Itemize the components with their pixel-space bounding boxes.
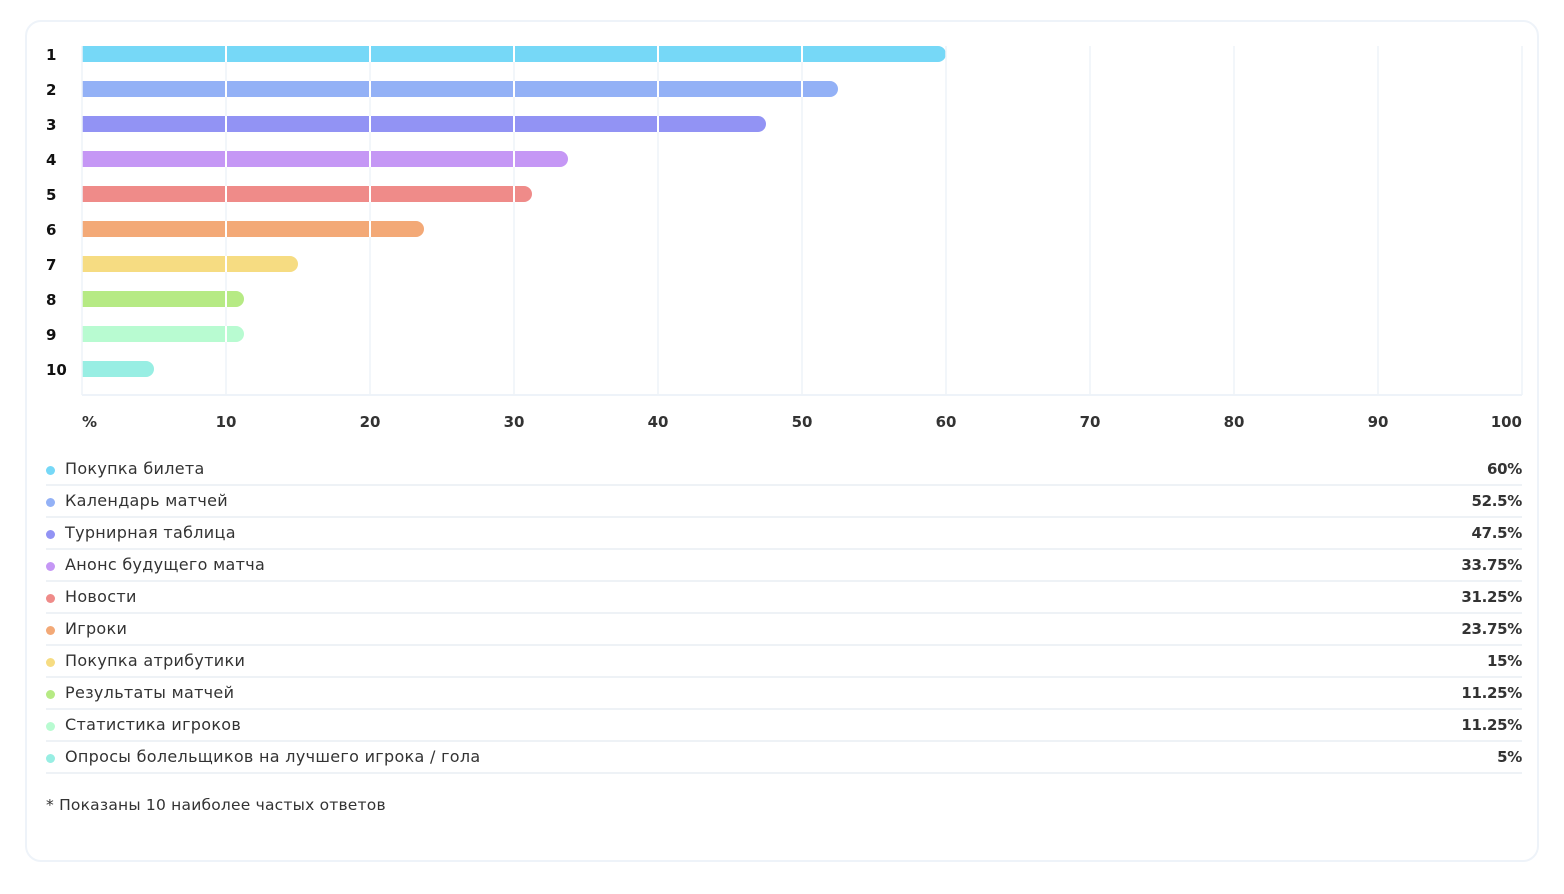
bar-4 [82, 151, 568, 167]
category-labels-group: 1 2 3 4 5 6 7 8 9 10 [46, 46, 67, 379]
legend-value: 11.25% [1461, 684, 1522, 702]
legend-dot-icon [46, 466, 55, 475]
legend-label: Турнирная таблица [65, 523, 236, 542]
legend-value: 31.25% [1461, 588, 1522, 606]
legend-row: Покупка атрибутики 15% [46, 646, 1522, 678]
legend-value: 60% [1486, 460, 1522, 478]
category-label: 5 [46, 186, 56, 204]
legend-value: 33.75% [1461, 556, 1522, 574]
category-label: 4 [46, 151, 56, 169]
bar-7 [82, 256, 298, 272]
legend: Покупка билета 60% Календарь матчей 52.5% Ту… [46, 454, 1522, 774]
category-label: 2 [46, 81, 56, 99]
bar-9 [82, 326, 244, 342]
category-label: 10 [46, 361, 67, 379]
x-tick-label: 50 [792, 413, 813, 431]
category-label: 1 [46, 46, 56, 64]
legend-dot-icon [46, 626, 55, 635]
x-tick-label: 70 [1080, 413, 1101, 431]
legend-value: 5% [1497, 748, 1522, 766]
category-label: 6 [46, 221, 56, 239]
legend-row: Календарь матчей 52.5% [46, 486, 1522, 518]
legend-row: Покупка билета 60% [46, 454, 1522, 486]
x-tick-label: 20 [360, 413, 381, 431]
x-tick-label: 30 [504, 413, 525, 431]
category-label: 3 [46, 116, 56, 134]
x-tick-label: 40 [648, 413, 669, 431]
x-tick-label: 10 [216, 413, 237, 431]
legend-value: 15% [1486, 652, 1522, 670]
x-tick-label: 90 [1368, 413, 1389, 431]
bar-8 [82, 291, 244, 307]
bar-6 [82, 221, 424, 237]
legend-dot-icon [46, 530, 55, 539]
legend-row: Опросы болельщиков на лучшего игрока / г… [46, 742, 1522, 774]
legend-value: 23.75% [1461, 620, 1522, 638]
legend-value: 52.5% [1471, 492, 1522, 510]
legend-dot-icon [46, 562, 55, 571]
legend-dot-icon [46, 690, 55, 699]
legend-row: Игроки 23.75% [46, 614, 1522, 646]
legend-label: Опросы болельщиков на лучшего игрока / г… [65, 747, 481, 766]
legend-dot-icon [46, 594, 55, 603]
x-tick-label: 80 [1224, 413, 1245, 431]
footnote: * Показаны 10 наиболее частых ответов [46, 796, 386, 814]
gridlines-group [81, 46, 1523, 396]
bar-5 [82, 186, 532, 202]
tick-labels-group: % 10 20 30 40 50 60 70 80 90 100 [82, 413, 1522, 431]
legend-dot-icon [46, 754, 55, 763]
bar-10 [82, 361, 154, 377]
legend-value: 11.25% [1461, 716, 1522, 734]
bar-chart: 1 2 3 4 5 6 7 8 9 10 % 10 20 30 40 50 60 70 80 90 100 [46, 46, 1523, 431]
legend-row: Анонс будущего матча 33.75% [46, 550, 1522, 582]
legend-label: Покупка атрибутики [65, 651, 246, 670]
legend-label: Результаты матчей [65, 683, 235, 702]
legend-label: Игроки [65, 619, 128, 638]
x-tick-label: % [82, 413, 97, 431]
category-label: 9 [46, 326, 56, 344]
legend-label: Покупка билета [65, 459, 205, 478]
bar-2 [82, 81, 838, 97]
legend-dot-icon [46, 498, 55, 507]
legend-label: Календарь матчей [65, 491, 228, 510]
legend-dot-icon [46, 722, 55, 731]
legend-label: Статистика игроков [65, 715, 242, 734]
legend-value: 47.5% [1471, 524, 1522, 542]
legend-row: Турнирная таблица 47.5% [46, 518, 1522, 550]
legend-label: Новости [65, 587, 137, 606]
category-label: 7 [46, 256, 56, 274]
x-tick-label: 60 [936, 413, 957, 431]
legend-label: Анонс будущего матча [65, 555, 266, 574]
legend-row: Результаты матчей 11.25% [46, 678, 1522, 710]
bar-3 [82, 116, 766, 132]
x-tick-label: 100 [1491, 413, 1522, 431]
legend-row: Новости 31.25% [46, 582, 1522, 614]
legend-row: Статистика игроков 11.25% [46, 710, 1522, 742]
category-label: 8 [46, 291, 56, 309]
legend-dot-icon [46, 658, 55, 667]
